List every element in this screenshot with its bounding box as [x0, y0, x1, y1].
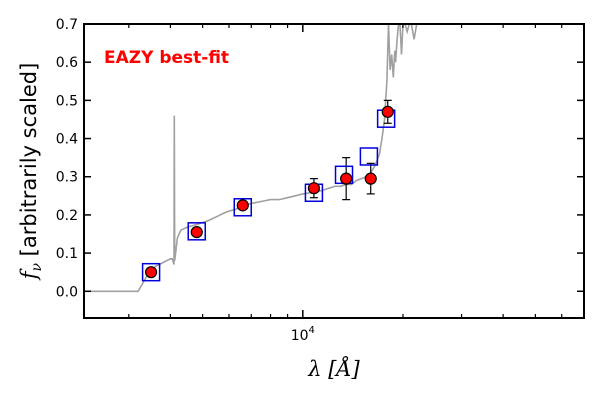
y-tick-label: 0.3	[56, 170, 78, 186]
observed-point	[307, 182, 321, 195]
model-photometry-box	[141, 262, 161, 282]
y-axis-label-subscript: ν	[29, 263, 45, 272]
x-axis-label: λ [Å]	[307, 356, 360, 381]
y-axis-label: fν [arbitrarily scaled]	[17, 63, 45, 282]
y-tick-label: 0.0	[56, 284, 78, 300]
plot-frame	[83, 23, 585, 319]
model-box-layer	[141, 109, 396, 282]
observed-point	[364, 172, 377, 185]
x-tick-label-base: 10	[291, 328, 309, 344]
y-tick-label: 0.4	[56, 132, 78, 148]
observed-point	[381, 105, 394, 118]
y-tick-label: 0.2	[56, 208, 78, 224]
tick-layer: 0.0 0.1 0.2 0.3 0.4 0.5 0.6 0.7	[56, 17, 584, 318]
observed-point	[190, 225, 203, 239]
observed-point	[236, 199, 249, 212]
x-axis-label-math: λ [Å]	[307, 356, 360, 381]
y-axis-label-math: f	[17, 268, 41, 281]
x-tick-label: 104	[291, 325, 315, 344]
observed-point	[340, 172, 353, 185]
model-photometry-box	[187, 222, 206, 241]
observed-point	[144, 266, 158, 279]
y-tick-label: 0.1	[56, 246, 78, 262]
y-tick-label: 0.5	[56, 93, 78, 109]
model-photometry-box	[359, 147, 379, 166]
x-tick-label-exp: 4	[309, 325, 315, 336]
y-axis-label-text: [arbitrarily scaled]	[17, 63, 41, 263]
model-photometry-box	[233, 198, 253, 217]
y-tick-label: 0.6	[56, 55, 78, 71]
annotation-text: EAZY best-fit	[104, 48, 229, 68]
observed-point-layer	[144, 105, 394, 279]
y-tick-label: 0.7	[56, 17, 78, 33]
